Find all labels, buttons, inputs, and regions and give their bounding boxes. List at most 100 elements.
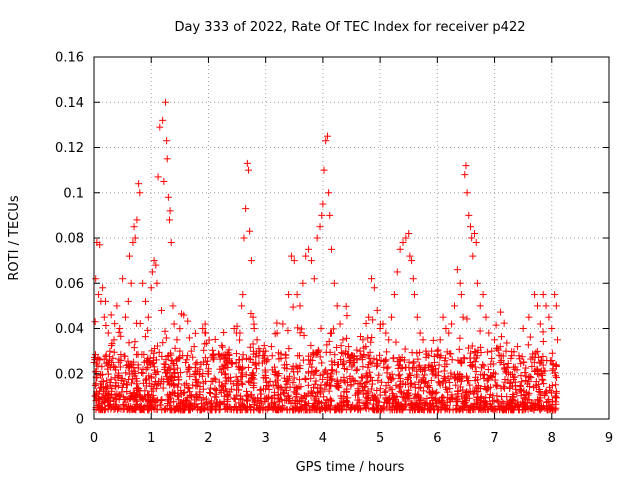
data-point [299, 279, 307, 287]
data-point [110, 348, 118, 356]
data-point [472, 373, 480, 381]
data-point [443, 360, 451, 368]
data-point [430, 353, 438, 361]
data-point [326, 329, 334, 337]
data-point [327, 376, 335, 384]
data-point [325, 387, 333, 395]
data-point [115, 328, 123, 336]
data-point [376, 320, 384, 328]
data-point [158, 375, 166, 383]
data-point [342, 302, 350, 310]
data-point [539, 353, 547, 361]
data-point [431, 389, 439, 397]
data-point [385, 336, 393, 344]
data-point [552, 361, 560, 369]
data-point [293, 390, 301, 398]
data-point [446, 379, 454, 387]
data-point [176, 369, 184, 377]
data-point [355, 388, 363, 396]
data-point [128, 379, 136, 387]
data-point [364, 352, 372, 360]
data-point [145, 398, 153, 406]
data-point [516, 383, 524, 391]
data-point [267, 343, 275, 351]
data-point [328, 366, 336, 374]
data-point [209, 346, 217, 354]
data-point [257, 390, 265, 398]
data-point [364, 400, 372, 408]
data-point [150, 349, 158, 357]
data-point [294, 364, 302, 372]
data-point [388, 405, 396, 413]
data-point [119, 275, 127, 283]
data-point [443, 398, 451, 406]
data-point [316, 223, 324, 231]
data-point [117, 357, 125, 365]
y-tick-label: 0.04 [55, 322, 84, 337]
data-point [326, 211, 334, 219]
data-point [193, 378, 201, 386]
data-point [318, 359, 326, 367]
data-point [239, 351, 247, 359]
data-point [468, 234, 476, 242]
data-point [306, 406, 314, 414]
data-point [174, 383, 182, 391]
data-point [442, 325, 450, 332]
chart-title: Day 333 of 2022, Rate Of TEC Index for r… [175, 20, 526, 35]
data-point [410, 406, 418, 414]
data-point [122, 361, 130, 369]
data-point [316, 353, 324, 361]
data-point [117, 332, 125, 340]
data-point [106, 353, 114, 361]
data-point [331, 351, 339, 359]
data-point [263, 382, 271, 390]
data-point [469, 252, 477, 260]
data-point [171, 344, 179, 352]
grid-horizontal-lines [94, 101, 609, 375]
data-point [484, 375, 492, 383]
data-point [396, 245, 404, 253]
data-point [455, 345, 463, 353]
data-point [125, 339, 133, 347]
data-point [528, 362, 536, 370]
data-point [99, 384, 107, 392]
data-point [300, 331, 308, 339]
data-point [437, 352, 445, 360]
data-point [91, 381, 99, 389]
data-point [493, 396, 501, 404]
data-point [396, 371, 404, 379]
data-point [337, 356, 345, 364]
data-point [161, 327, 169, 335]
data-point [104, 329, 112, 337]
data-point [477, 393, 485, 401]
data-point [238, 379, 246, 387]
data-point [447, 369, 455, 377]
data-point [138, 405, 146, 413]
data-point [173, 364, 181, 372]
data-point [348, 363, 356, 371]
data-point [184, 317, 192, 325]
data-point [362, 372, 370, 380]
data-point [219, 343, 227, 351]
data-point [472, 396, 480, 404]
data-point [356, 380, 364, 388]
data-point [415, 378, 423, 386]
data-point [463, 377, 471, 385]
data-point [320, 166, 328, 174]
data-point [502, 347, 510, 355]
data-point [500, 399, 508, 407]
data-point [282, 351, 290, 359]
data-point [473, 279, 481, 287]
data-point [482, 385, 490, 393]
data-point [518, 406, 526, 414]
data-point [447, 350, 455, 358]
data-point [476, 302, 484, 310]
data-point [542, 302, 550, 310]
data-point [517, 400, 525, 408]
data-point [418, 405, 426, 413]
data-point [366, 348, 374, 356]
data-point [150, 394, 158, 402]
y-tick-label: 0.02 [55, 367, 84, 382]
data-point [383, 364, 391, 372]
data-point [552, 393, 560, 401]
